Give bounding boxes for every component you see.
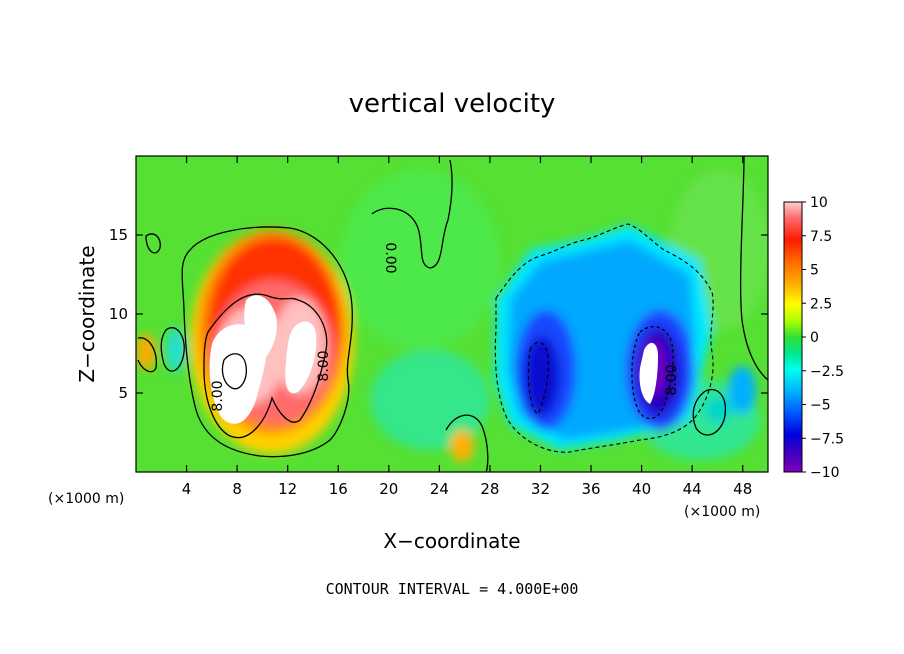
updraft-core-middle [244, 295, 277, 362]
x-tick-label: 28 [480, 480, 499, 498]
y-tick-label: 5 [118, 384, 128, 402]
x-tick-label: 24 [430, 480, 449, 498]
x-tick-label: 36 [581, 480, 600, 498]
colorbar-tick-label: −10 [810, 465, 840, 481]
contour-zero-ridge [371, 159, 453, 269]
y-tick-label: 10 [109, 305, 128, 323]
contour-eight-updraft [203, 293, 328, 439]
x-tick-label: 12 [278, 480, 297, 498]
contour-zero-small-3 [137, 337, 157, 373]
x-tick-label: 44 [683, 480, 702, 498]
colorbar-tick-label: 5 [810, 263, 819, 279]
colorbar-tick-label: −7.5 [810, 431, 844, 447]
contour-label: 8.00 [210, 380, 226, 411]
colorbar-tick-label: −5 [810, 398, 831, 414]
heatmap-field: 8.00 8.00 0.00 8.00 [136, 156, 768, 472]
contour-label: 0.00 [382, 242, 398, 273]
colorbar [783, 201, 803, 473]
x-unit-right: (×1000 m) [684, 504, 760, 520]
contour-negative-inner [527, 341, 549, 415]
x-axis-label: X−coordinate [383, 529, 520, 553]
colorbar-tick-label: 10 [810, 195, 828, 211]
x-tick-label: 8 [232, 480, 242, 498]
x-tick-label: 40 [632, 480, 651, 498]
downdraft-core [639, 342, 658, 404]
contour-zero-right [739, 156, 768, 381]
chart-title: vertical velocity [349, 89, 556, 119]
contour-eight-inner [221, 353, 247, 390]
colorbar-tick-label: 0 [810, 330, 819, 346]
colorbar-tick-label: 7.5 [810, 229, 832, 245]
contour-zero-bottom [445, 414, 489, 472]
updraft-core-left [209, 324, 267, 424]
contour-label: 8.00 [664, 364, 680, 395]
colorbar-ticks: 10 7.5 5 2.5 0 −2.5 −5 −7.5 −10 [802, 195, 844, 481]
contour-eight-downdraft [631, 326, 674, 420]
x-tick-label: 48 [733, 480, 752, 498]
x-unit-left: (×1000 m) [48, 491, 124, 507]
colorbar-tick-label: 2.5 [810, 296, 832, 312]
contour-interval-note: CONTOUR INTERVAL = 4.000E+00 [326, 580, 579, 598]
x-tick-label: 20 [379, 480, 398, 498]
contour-label: 8.00 [316, 350, 332, 381]
y-tick-label: 15 [109, 226, 128, 244]
x-tick-label: 32 [531, 480, 550, 498]
updraft-core-right [285, 321, 317, 394]
contour-negative-downdraft [494, 223, 714, 453]
contour-zero-bottom-right [692, 388, 727, 436]
y-axis-label: Z−coordinate [75, 245, 99, 382]
colorbar-tick-label: −2.5 [810, 364, 844, 380]
contour-zero-small-2 [160, 327, 185, 372]
contour-zero-updraft [181, 226, 353, 458]
contour-zero-small-1 [145, 233, 161, 254]
x-tick-label: 4 [182, 480, 192, 498]
x-tick-label: 16 [329, 480, 348, 498]
